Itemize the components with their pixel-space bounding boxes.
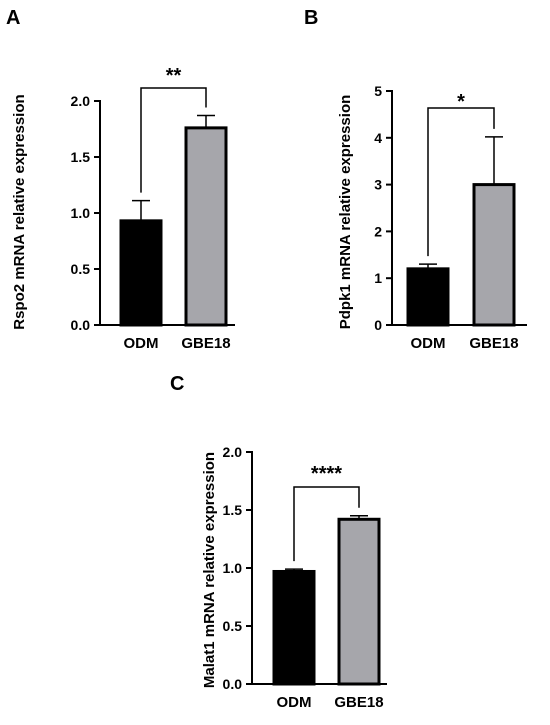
significance-bracket [427,107,495,257]
bar-odm [406,267,450,327]
y-tick-label: 0.5 [71,261,91,277]
y-tick-label: 1.0 [223,560,243,576]
category-label-gbe18: GBE18 [334,694,383,711]
panel-b-letter: B [304,7,318,29]
panel-b: B Pdpk1 mRNA relative expression 0 1 2 3 4 5 O… [304,7,527,352]
y-tick-label: 0 [374,317,382,333]
y-tick-label: 1.5 [223,502,243,518]
significance-bracket [293,486,360,562]
bar-gbe18 [472,183,516,327]
category-label-gbe18: GBE18 [469,335,518,352]
category-label-odm: ODM [411,335,446,352]
y-tick-label: 2.0 [71,93,91,109]
y-tick-label: 2.0 [223,444,243,460]
significance-label: **** [311,463,342,485]
y-tick-label: 1.0 [71,205,91,221]
y-tick-label: 4 [374,130,382,146]
bar-odm [272,569,316,686]
y-tick-label: 2 [374,223,382,239]
panel-a: A Rspo2 mRNA relative expression 0.0 0.5 1… [6,7,235,352]
panel-c-letter: C [170,373,184,395]
panel-c: C Malat1 mRNA relative expression 0.0 0.5… [170,373,387,711]
significance-bracket [140,87,207,193]
y-tick-label: 1.5 [71,149,91,165]
panel-b-plot: 0 1 2 3 4 5 ODM GBE18 * [374,83,527,352]
y-tick-label: 3 [374,177,382,193]
panel-a-ylabel: Rspo2 mRNA relative expression [11,94,28,329]
bar-odm [119,219,163,327]
bar-gbe18 [337,517,381,686]
category-label-odm: ODM [277,694,312,711]
y-tick-label: 0.5 [223,618,243,634]
panel-a-plot: 0.0 0.5 1.0 1.5 2.0 ODM GBE18 ** [71,65,235,352]
y-tick-label: 0.0 [223,676,243,692]
panel-c-ylabel: Malat1 mRNA relative expression [201,452,218,688]
panel-a-letter: A [6,7,20,29]
significance-label: * [457,91,465,113]
panel-b-ylabel: Pdpk1 mRNA relative expression [337,95,354,330]
y-tick-label: 1 [374,270,382,286]
significance-label: ** [166,65,182,87]
y-tick-label: 5 [374,83,382,99]
panel-c-plot: 0.0 0.5 1.0 1.5 2.0 ODM GBE18 **** [223,444,387,711]
category-label-gbe18: GBE18 [181,335,230,352]
y-tick-label: 0.0 [71,317,91,333]
bar-gbe18 [184,126,228,327]
category-label-odm: ODM [124,335,159,352]
